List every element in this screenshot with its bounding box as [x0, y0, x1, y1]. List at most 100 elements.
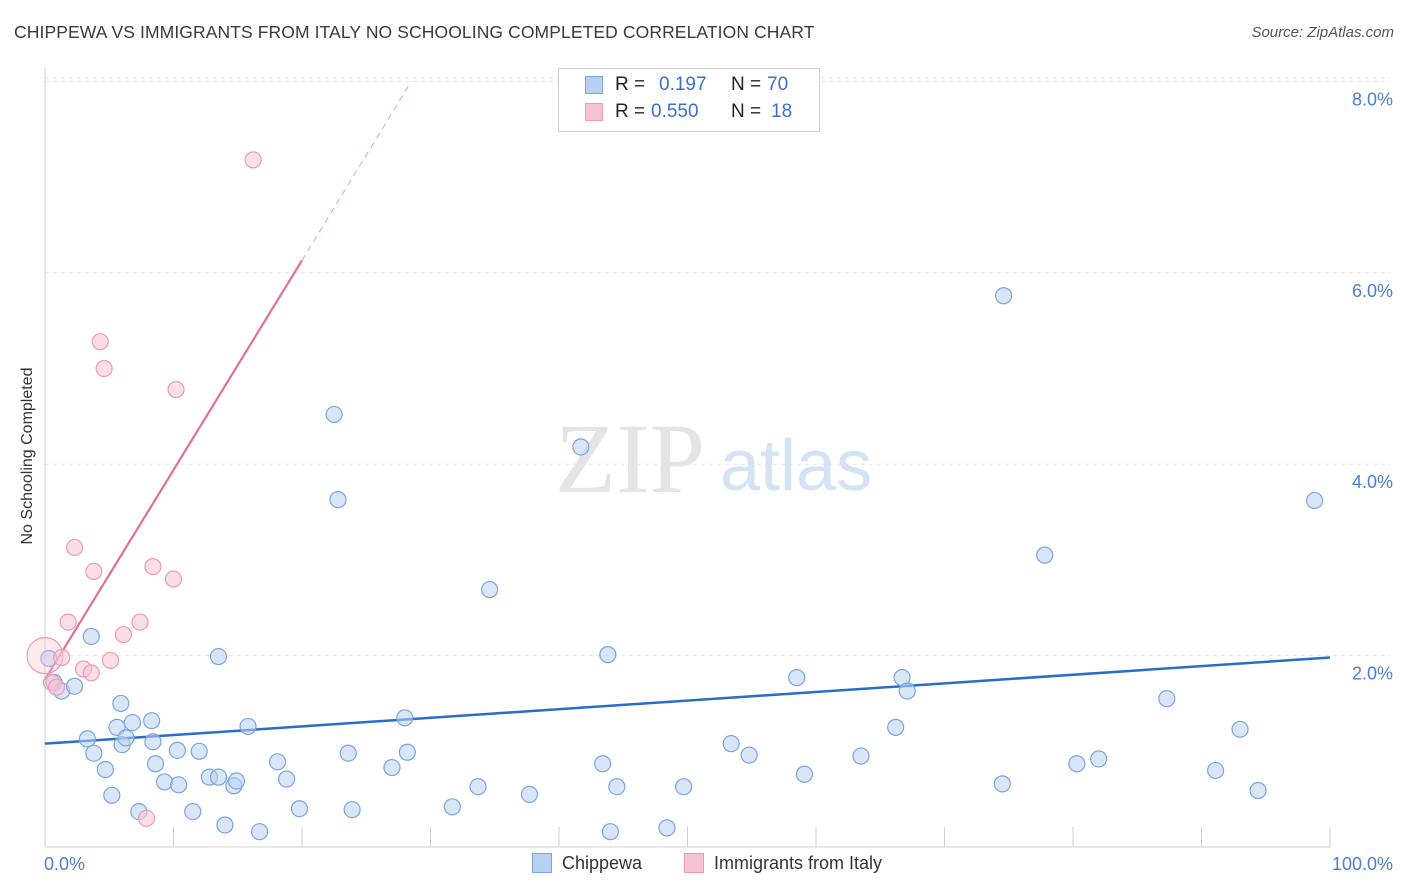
chippewa-point [96, 760, 114, 779]
chippewa-point [608, 778, 626, 796]
chippewa-point [481, 580, 499, 599]
chippewa-point [82, 627, 100, 646]
chippewa-point [722, 735, 740, 753]
chippewa-point [1249, 781, 1267, 800]
chippewa-point [1068, 755, 1086, 773]
chippewa-point [1305, 491, 1324, 510]
bottom-legend-chippewa: Chippewa [532, 853, 642, 874]
source-label: Source: ZipAtlas.com [1251, 24, 1394, 41]
chippewa-point [443, 798, 461, 816]
chippewa-point [1207, 761, 1225, 780]
chippewa-point [85, 744, 103, 762]
trendline-italy [44, 259, 303, 681]
italy-point [114, 625, 132, 644]
chippewa-point [1158, 690, 1176, 708]
chippewa-point [398, 743, 416, 761]
legend-n-label: N = [731, 101, 762, 122]
chippewa-point [599, 646, 617, 664]
chippewa-point [103, 786, 121, 804]
italy-point [82, 664, 100, 682]
legend-r-value: 0.550 [651, 101, 699, 122]
chippewa-point [277, 770, 296, 788]
chippewa-point [788, 669, 806, 687]
italy-point [144, 557, 162, 576]
legend-swatch-blue [585, 76, 603, 94]
chippewa-point [290, 800, 309, 818]
trend-layer [44, 81, 1331, 745]
bottom-legend-label: Immigrants from Italy [714, 853, 883, 873]
italy-point [131, 613, 149, 631]
italy-point [167, 380, 185, 399]
chippewa-point [339, 744, 357, 762]
chippewa-point [795, 765, 814, 783]
chippewa-point [227, 772, 246, 790]
bottom-legend-italy: Immigrants from Italy [684, 853, 882, 874]
bottom-legend-label: Chippewa [562, 853, 643, 873]
chippewa-point [1231, 720, 1249, 738]
chippewa-point [601, 823, 620, 841]
chart-title: CHIPPEWA VS IMMIGRANTS FROM ITALY NO SCH… [14, 22, 815, 42]
legend-r-value: 0.197 [659, 74, 707, 95]
italy-point [85, 562, 103, 580]
italy-point [59, 613, 77, 631]
chippewa-point [184, 802, 202, 821]
chippewa-point [658, 819, 676, 837]
trendline-chippewa [44, 656, 1331, 745]
chippewa-point [329, 491, 347, 509]
italy-point [47, 678, 66, 696]
chippewa-point [143, 712, 161, 730]
x-tick-label: 100.0% [1332, 854, 1393, 874]
chippewa-point [146, 755, 165, 773]
chippewa-point [250, 823, 269, 841]
legend-r-label: R = [615, 74, 646, 95]
y-tick-label: 6.0% [1352, 281, 1393, 301]
italy-point [53, 648, 71, 667]
legend-n-label: N = [731, 74, 762, 95]
bottom-legend-swatch-pink [684, 853, 704, 873]
chippewa-point [572, 438, 590, 456]
watermark-atlas: atlas [720, 426, 872, 506]
chippewa-point [995, 287, 1013, 305]
italy-point [244, 151, 262, 169]
y-tick-label: 8.0% [1352, 89, 1393, 109]
italy-point [101, 651, 120, 669]
tick-label-layer: 2.0% 4.0% 6.0% 8.0% 0.0% 100.0% [44, 89, 1393, 874]
chippewa-point [520, 785, 539, 803]
chippewa-point [396, 709, 414, 727]
chippewa-point [343, 801, 361, 819]
chippewa-point [383, 758, 401, 777]
italy-point [164, 570, 183, 588]
chippewa-point [594, 755, 612, 773]
chippewa-point [993, 775, 1011, 793]
legend-n-value: 70 [767, 74, 789, 95]
correlation-legend: R = 0.197 N = 70 R = 0.550 N = 18 [558, 68, 820, 132]
italy-point [95, 359, 113, 378]
chippewa-point [239, 717, 257, 736]
trendline-italy-extension [301, 81, 412, 261]
chippewa-point [325, 405, 343, 424]
italy-point [137, 809, 156, 827]
axis-layer [44, 68, 1331, 848]
x-tick-label: 0.0% [44, 854, 85, 874]
chippewa-point [852, 747, 870, 765]
chippewa-point [65, 677, 84, 695]
chippewa-point [887, 718, 905, 736]
y-tick-label: 4.0% [1352, 472, 1393, 492]
italy-point [65, 538, 84, 557]
legend-swatch-pink [585, 103, 603, 121]
points-layer [26, 95, 1324, 841]
chippewa-point [898, 682, 916, 700]
watermark-zip: ZIP [555, 403, 705, 514]
y-tick-label: 2.0% [1352, 664, 1393, 684]
legend-n-value: 18 [771, 101, 793, 122]
chippewa-point [170, 776, 188, 794]
chippewa-point [1036, 546, 1054, 564]
chippewa-point [190, 742, 208, 760]
chippewa-point [168, 741, 186, 759]
chippewa-point [1090, 750, 1108, 768]
chippewa-point [216, 816, 234, 834]
chippewa-point [209, 768, 228, 786]
chippewa-point [123, 713, 141, 732]
bottom-legend-swatch-blue [532, 853, 552, 873]
